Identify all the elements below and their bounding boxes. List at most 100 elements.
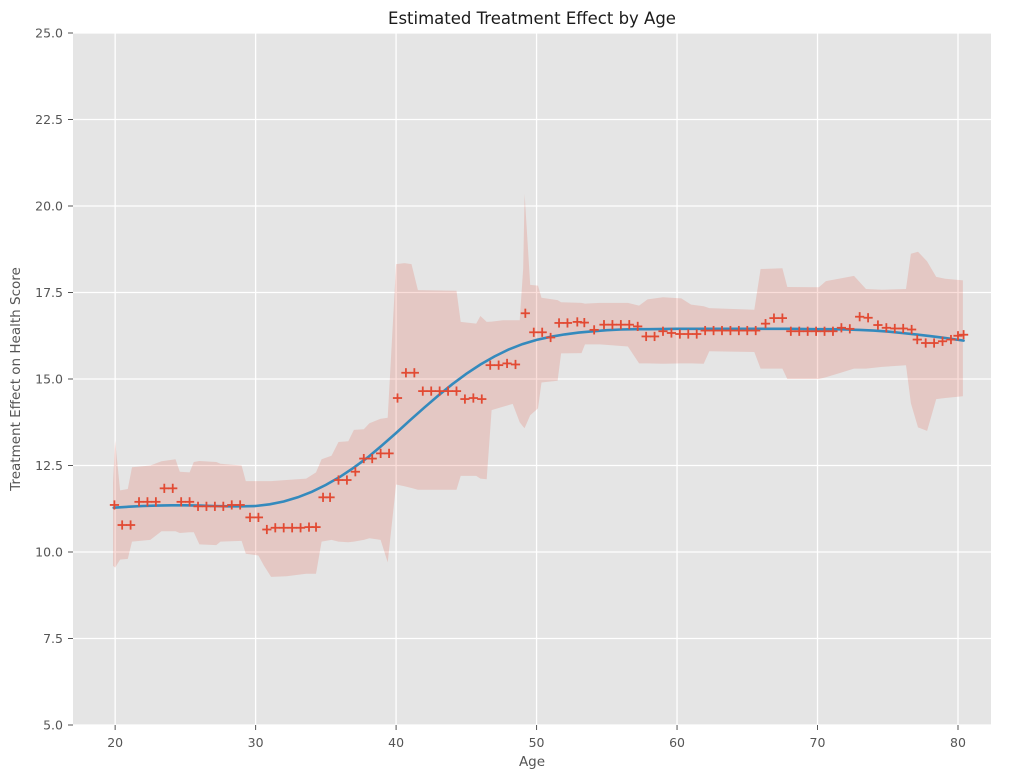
scatter-point [502,358,512,369]
axis-ticks [68,32,959,730]
scatter-point [579,318,589,328]
scatter-point [863,313,873,323]
scatter-point [176,497,186,507]
scatter-point [624,320,634,330]
scatter-point [794,326,804,336]
y-tick-label: 12.5 [35,458,63,473]
x-tick-label: 50 [529,735,545,750]
scatter-point [159,483,169,493]
scatter-point [811,326,821,336]
scatter-point [418,386,428,396]
scatter-point [253,512,264,522]
scatter-point [890,323,900,334]
scatter-point [443,386,453,396]
regression-line [112,327,965,509]
scatter-point [227,500,237,510]
scatter-point [828,326,838,336]
scatter-point [451,386,462,396]
scatter-point [937,336,948,346]
y-axis-label: Treatment Effect on Health Score [8,267,24,492]
scatter-point [929,338,939,348]
scatter-point [168,483,178,493]
scatter-point [401,368,411,378]
scatter-point [520,308,530,318]
scatter-point [734,325,744,336]
scatter-point [460,394,470,404]
scatter-point [717,325,727,336]
scatter-point [485,360,495,370]
scatter-point [777,313,787,323]
scatter-point [270,523,280,533]
scatter-point [435,386,445,396]
scatter-point [537,327,547,337]
scatter-point [151,497,161,507]
scatter-point [599,320,609,330]
scatter-point [907,324,917,335]
gridlines [73,32,991,726]
scatter-point [376,448,386,458]
scatter-point [311,522,321,532]
scatter-points [109,308,969,535]
scatter-point [607,320,618,330]
scatter-point [201,501,212,511]
scatter-point [946,334,956,345]
scatter-point [554,318,564,328]
x-tick-label: 20 [107,735,123,750]
scatter-point [245,512,255,522]
scatter-point [392,393,403,403]
scatter-point [700,325,710,336]
scatter-point [546,332,556,343]
scatter-point [751,325,761,336]
scatter-point [641,331,651,342]
scatter-point [529,327,539,337]
scatter-point [760,319,771,329]
y-tick-label: 10.0 [35,545,63,560]
scatter-point [725,325,736,336]
scatter-point [468,393,478,403]
scatter-point [589,325,599,335]
scatter-point [426,386,436,396]
scatter-point [109,500,120,510]
scatter-point [359,453,369,464]
scatter-point [666,328,677,338]
scatter-point [803,326,813,336]
scatter-point [633,321,643,332]
y-tick-label: 17.5 [35,285,63,300]
scatter-point [477,394,487,404]
scatter-point [562,318,573,328]
scatter-point [836,323,846,333]
scatter-point [494,360,504,370]
scatter-point [708,325,719,336]
x-tick-label: 30 [248,735,264,750]
scatter-point [510,359,521,370]
y-tick-label: 15.0 [35,372,63,387]
scatter-point [675,329,685,339]
scatter-point [855,312,865,322]
x-axis-label: Age [519,754,545,770]
scatter-point [819,326,830,336]
scatter-point [279,523,289,533]
chart-title: Estimated Treatment Effect by Age [388,9,676,28]
x-tick-label: 40 [388,735,404,750]
x-tick-label: 80 [950,735,966,750]
scatter-point [786,326,796,336]
scatter-point [409,368,419,378]
scatter-point [342,475,352,485]
scatter-point [134,497,144,507]
scatter-point [921,338,931,348]
x-tick-labels: 20 30 40 50 60 70 80 [107,735,966,750]
scatter-point [769,313,779,323]
y-tick-label: 20.0 [35,199,63,214]
scatter-point [117,520,127,530]
scatter-point [218,501,228,511]
scatter-point [742,325,752,336]
scatter-point [262,524,272,535]
scatter-point [873,320,883,330]
scatter-point [125,520,136,530]
scatter-point [210,501,220,511]
scatter-point [953,331,963,341]
scatter-point [384,448,394,458]
x-tick-label: 60 [669,735,685,750]
scatter-point [898,323,908,334]
